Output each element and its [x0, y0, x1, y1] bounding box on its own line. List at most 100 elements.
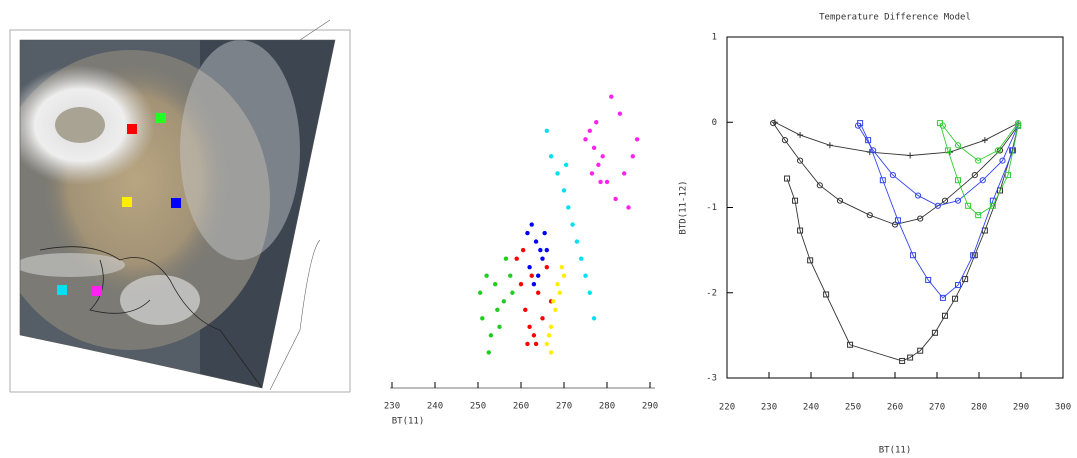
marker [1010, 147, 1017, 154]
x-tick-label: 230 [761, 403, 777, 413]
marker [894, 217, 901, 224]
scatter-point [540, 256, 545, 261]
scatter-point [523, 307, 528, 312]
scatter-point [486, 350, 491, 355]
x-tick-label: 240 [427, 402, 443, 412]
series-line [859, 122, 1019, 299]
marker [915, 192, 922, 199]
marker [866, 149, 873, 156]
marker [816, 182, 823, 189]
marker [997, 187, 1003, 194]
scatter-point [600, 154, 605, 159]
x-tick-label: 230 [384, 402, 400, 412]
series-line [772, 122, 1019, 226]
scatter-point [630, 154, 635, 159]
y-tick-label: 1 [712, 33, 717, 43]
scatter-point [555, 282, 560, 287]
scatter-point [529, 273, 534, 278]
scatter-point [548, 154, 554, 159]
scatter-point [531, 282, 537, 287]
scatter-point [525, 341, 530, 347]
scatter-point [533, 341, 539, 347]
scatter-point [548, 324, 554, 330]
y-axis-label: BTD(11-12) [679, 180, 689, 234]
sample-marker [122, 197, 132, 207]
marker [934, 202, 941, 209]
scatter-point [488, 333, 494, 338]
marker [879, 177, 886, 184]
scatter-point [555, 171, 560, 176]
scatter-point [609, 94, 614, 99]
series-line [786, 125, 1019, 362]
series-line [942, 122, 1019, 162]
scatter-point [531, 333, 537, 338]
scatter-point [514, 256, 519, 261]
scatter-point [587, 290, 592, 295]
marker [847, 341, 854, 348]
marker [797, 227, 804, 234]
scatter-point [613, 196, 618, 202]
series-line [857, 125, 1019, 207]
marker [889, 172, 897, 179]
marker [899, 357, 906, 364]
scatter-point [503, 256, 509, 261]
marker [807, 257, 814, 264]
sample-marker [92, 286, 102, 296]
scatter-point [604, 179, 610, 185]
scatter-point [598, 179, 603, 185]
x-tick-label: 240 [803, 403, 819, 413]
y-tick-label: -1 [706, 203, 717, 213]
sample-marker [57, 285, 67, 295]
marker [1004, 172, 1011, 179]
x-tick-label: 300 [1055, 403, 1071, 413]
scatter-point [542, 230, 547, 236]
scatter-point [591, 316, 597, 321]
marker [910, 252, 917, 259]
y-tick-label: -2 [706, 288, 717, 298]
marker [965, 202, 972, 209]
y-tick-label: 0 [712, 118, 717, 128]
x-tick-label: 260 [887, 403, 903, 413]
scatter-point [497, 324, 502, 330]
marker [944, 147, 951, 154]
marker [941, 197, 949, 204]
marker [981, 137, 988, 144]
scatter-point [587, 128, 592, 133]
y-tick-label: -3 [706, 374, 717, 384]
scatter-point [634, 137, 640, 142]
marker [771, 119, 778, 126]
scatter-point [626, 205, 631, 210]
scatter-point [553, 307, 558, 312]
sample-marker [127, 124, 137, 134]
scatter-point [622, 171, 627, 176]
scatter-point [579, 256, 584, 261]
series-line [774, 121, 1019, 156]
marker [939, 294, 946, 301]
marker [1014, 120, 1022, 127]
x-axis-label: BT(11) [392, 417, 425, 427]
x-tick-label: 220 [719, 403, 735, 413]
marker [781, 137, 789, 144]
marker [797, 132, 804, 139]
scatter-point [525, 230, 530, 236]
x-tick-label: 250 [845, 403, 861, 413]
marker [989, 202, 996, 209]
scatter-point [510, 290, 515, 295]
scatter-point [540, 316, 545, 321]
x-tick-label: 270 [556, 402, 572, 412]
scatter-point [544, 341, 549, 347]
marker [952, 295, 959, 302]
scatter-point [533, 239, 539, 244]
marker [931, 329, 938, 336]
marker [907, 152, 914, 159]
marker [955, 177, 961, 184]
marker [962, 276, 969, 283]
satellite-map [9, 19, 351, 393]
scatter-point [594, 120, 599, 125]
marker [979, 177, 986, 184]
scatter-point [557, 290, 562, 295]
marker [823, 291, 830, 298]
marker [999, 157, 1006, 164]
marker [917, 215, 924, 222]
x-tick-label: 290 [1013, 403, 1029, 413]
